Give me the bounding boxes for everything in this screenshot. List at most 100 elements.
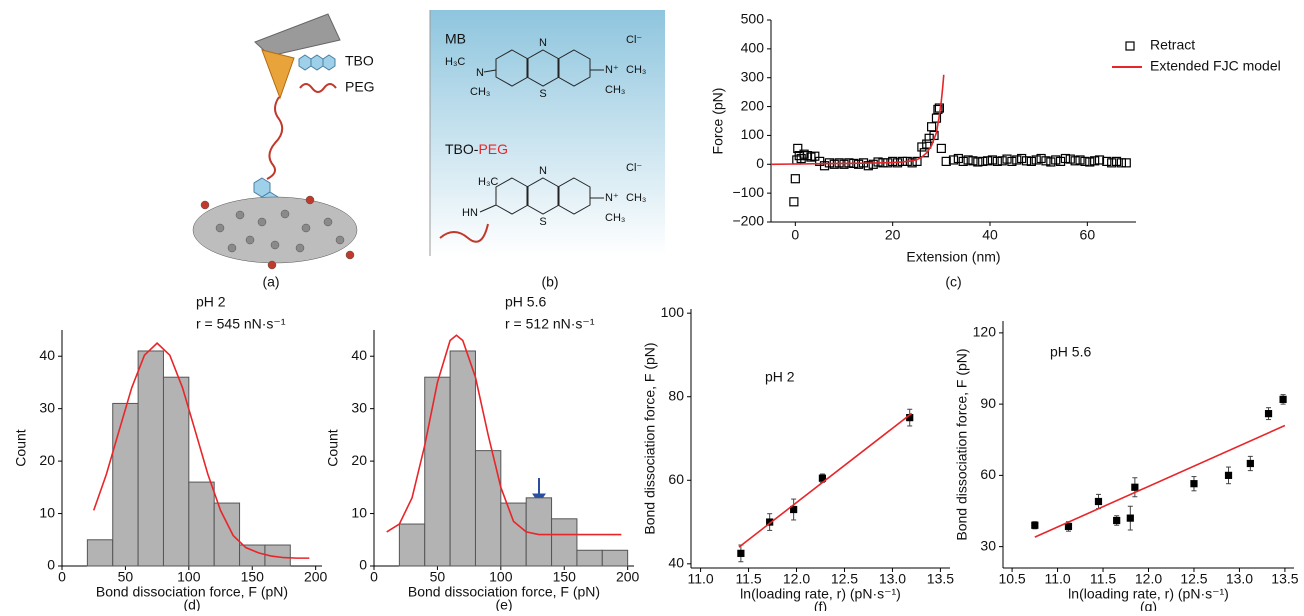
y-tick-label: 40 bbox=[351, 347, 367, 363]
y-tick-label: 60 bbox=[980, 466, 996, 482]
peg-chain bbox=[266, 96, 284, 180]
point bbox=[1064, 522, 1073, 531]
bar bbox=[213, 502, 241, 567]
x-axis-label: ln(loading rate, r) (pN·s⁻¹) bbox=[1068, 586, 1229, 602]
chart: 0 50 100 150 200 0 10 20 30 40 Bond dissociation f… bbox=[13, 294, 328, 613]
atom: S bbox=[539, 216, 546, 228]
mb-rings bbox=[483, 49, 604, 87]
x-tick-label: 12.5 bbox=[1180, 571, 1207, 587]
y-tick-label: −100 bbox=[732, 184, 764, 200]
point bbox=[766, 518, 774, 526]
cantilever bbox=[254, 13, 341, 57]
point bbox=[1026, 156, 1036, 166]
atom: CH₃ bbox=[605, 212, 625, 224]
chart: 0 20 40 60 −200 −100 0 100 200 300 400 500 Extension… bbox=[710, 11, 1281, 290]
x-tick-label: 11.0 bbox=[687, 571, 713, 587]
point bbox=[1021, 156, 1032, 166]
chart: 11.0 11.5 12.0 12.5 13.0 13.5 40 60 80 100 ln(load… bbox=[642, 304, 955, 615]
x-tick-label: 13.0 bbox=[1226, 571, 1253, 587]
legend-label: Retract bbox=[1150, 37, 1195, 53]
panel-label: (g) bbox=[1140, 599, 1157, 611]
annotation: pH 2 bbox=[765, 369, 795, 385]
point bbox=[926, 122, 937, 132]
y-axis-label: Count bbox=[13, 429, 29, 466]
y-tick-label: 90 bbox=[980, 395, 996, 411]
graphene bbox=[192, 195, 358, 270]
point bbox=[818, 474, 827, 482]
y-tick-label: 200 bbox=[741, 97, 765, 113]
point bbox=[793, 143, 803, 154]
x-tick-label: 0 bbox=[58, 569, 66, 585]
bar bbox=[424, 376, 451, 567]
x-axis-label: Bond dissociation force, F (pN) bbox=[96, 584, 288, 600]
atom: HN bbox=[462, 207, 478, 219]
atom: N⁺ bbox=[605, 192, 619, 204]
bar bbox=[239, 544, 266, 567]
background bbox=[430, 10, 665, 256]
point bbox=[1065, 154, 1075, 164]
point bbox=[968, 156, 978, 166]
point bbox=[1085, 157, 1095, 167]
y-axis-label: Force (pN) bbox=[710, 88, 726, 155]
y-tick-label: 0 bbox=[47, 557, 55, 573]
x-tick-label: 11.5 bbox=[1090, 571, 1116, 587]
point bbox=[1131, 483, 1139, 491]
y-tick-label: 0 bbox=[756, 155, 764, 171]
point bbox=[1246, 459, 1254, 468]
bar bbox=[576, 549, 603, 567]
x-axis-label: ln(loading rate, r) (pN·s⁻¹) bbox=[740, 586, 901, 602]
bar bbox=[601, 549, 629, 567]
point bbox=[888, 156, 898, 166]
point bbox=[958, 156, 968, 166]
x-tick-label: 13.5 bbox=[927, 571, 954, 587]
annotation: r = 545 nN·s⁻¹ bbox=[196, 316, 286, 332]
label: PEG bbox=[345, 79, 375, 95]
y-tick-label: 0 bbox=[359, 557, 367, 573]
y-tick-label: 40 bbox=[668, 555, 684, 571]
atom: N bbox=[476, 67, 484, 79]
fit-line bbox=[738, 412, 913, 548]
y-tick-label: 500 bbox=[741, 11, 765, 27]
fit-curve bbox=[92, 342, 310, 559]
point bbox=[1190, 480, 1198, 488]
x-tick-label: 40 bbox=[982, 227, 998, 243]
point bbox=[1116, 158, 1127, 168]
point bbox=[1012, 155, 1022, 165]
y-tick-label: 80 bbox=[668, 387, 684, 403]
y-tick-label: 100 bbox=[741, 126, 765, 142]
point bbox=[987, 155, 998, 165]
bar bbox=[86, 539, 114, 567]
point bbox=[1002, 154, 1012, 164]
point bbox=[1017, 153, 1027, 164]
point bbox=[963, 155, 973, 165]
label: TBO bbox=[345, 53, 374, 69]
point bbox=[1094, 497, 1103, 506]
point bbox=[1126, 514, 1134, 522]
x-tick-label: 11.0 bbox=[1044, 571, 1070, 587]
name-part: PEG bbox=[478, 141, 508, 157]
point bbox=[936, 143, 946, 154]
x-tick-label: 12.0 bbox=[1135, 571, 1162, 587]
x-axis-label: Extension (nm) bbox=[906, 249, 1000, 265]
point bbox=[1046, 157, 1056, 167]
point bbox=[997, 156, 1007, 166]
x-tick-label: 12.0 bbox=[783, 571, 810, 587]
tip bbox=[261, 49, 295, 100]
point bbox=[922, 139, 932, 149]
x-tick-label: 150 bbox=[241, 569, 265, 585]
panel-a: TBO PEG (a) bbox=[192, 13, 375, 290]
y-tick-label: 30 bbox=[980, 537, 996, 553]
point bbox=[1102, 156, 1112, 166]
panel-label: (c) bbox=[945, 274, 961, 290]
atom: CH₃ bbox=[626, 64, 646, 76]
legend-swatch bbox=[1125, 41, 1135, 51]
point bbox=[1031, 155, 1041, 165]
y-tick-label: 120 bbox=[973, 324, 997, 340]
legend-label: Extended FJC model bbox=[1150, 58, 1281, 74]
y-tick-label: 300 bbox=[741, 68, 765, 84]
y-tick-label: 400 bbox=[741, 40, 765, 56]
bar bbox=[112, 402, 139, 567]
panel-label: (d) bbox=[183, 597, 200, 611]
atom: H₃C bbox=[445, 56, 465, 68]
